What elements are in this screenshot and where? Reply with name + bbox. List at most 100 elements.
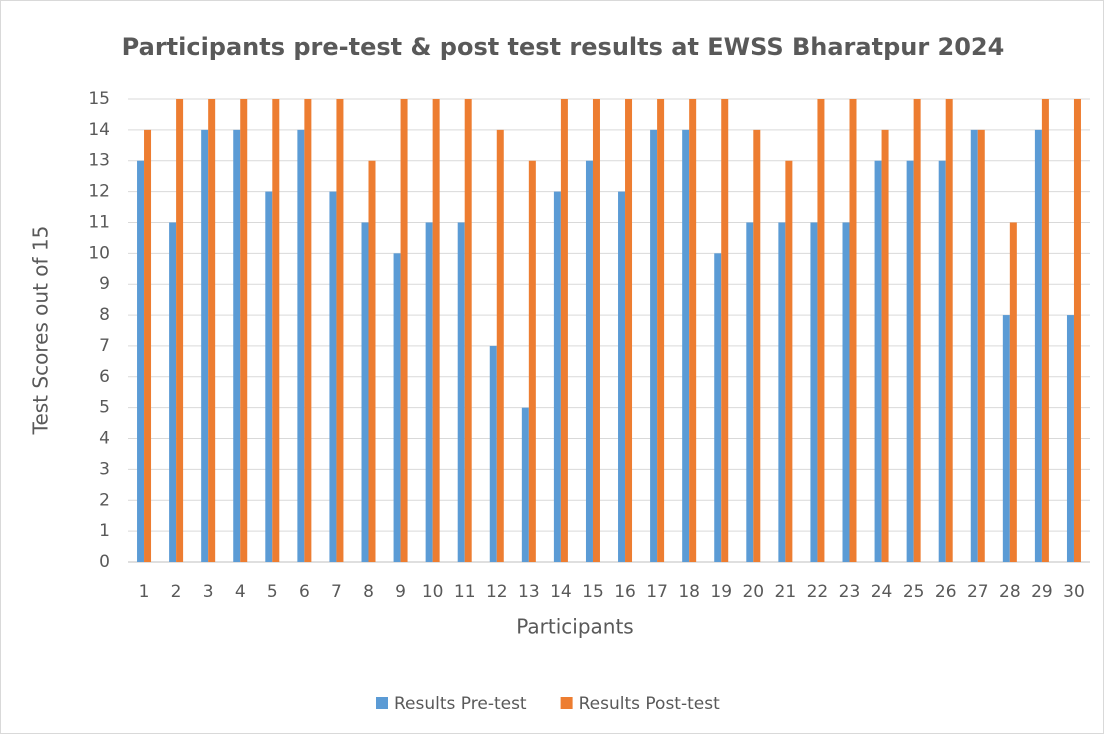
bar xyxy=(746,222,754,562)
x-tick-label: 16 xyxy=(614,582,636,602)
bar xyxy=(625,99,633,562)
bar xyxy=(297,129,305,562)
x-tick-label: 23 xyxy=(839,582,861,602)
y-tick-label: 10 xyxy=(88,243,110,263)
bar xyxy=(881,129,889,562)
bar xyxy=(938,160,946,562)
x-tick-label: 18 xyxy=(678,582,700,602)
bar xyxy=(618,191,626,562)
y-tick-label: 13 xyxy=(88,151,110,171)
x-tick-label: 3 xyxy=(203,582,214,602)
y-tick-label: 0 xyxy=(99,552,110,572)
y-tick-label: 5 xyxy=(99,398,110,418)
bar xyxy=(496,129,504,562)
bar xyxy=(361,222,369,562)
bar xyxy=(1073,99,1081,562)
bar xyxy=(272,99,280,562)
x-tick-label: 9 xyxy=(395,582,406,602)
x-tick-label: 14 xyxy=(550,582,572,602)
y-tick-label: 11 xyxy=(88,212,110,232)
bar xyxy=(464,99,472,562)
y-axis-label: Test Scores out of 15 xyxy=(29,226,53,436)
x-axis-label: Participants xyxy=(516,615,633,639)
x-tick-label: 12 xyxy=(486,582,508,602)
y-tick-label: 3 xyxy=(99,459,110,479)
bar xyxy=(560,99,568,562)
bar xyxy=(457,222,465,562)
bar xyxy=(810,222,818,562)
x-tick-label: 29 xyxy=(1031,582,1053,602)
bar xyxy=(585,160,593,562)
bar xyxy=(368,160,376,562)
x-tick-label: 17 xyxy=(646,582,668,602)
y-tick-label: 7 xyxy=(99,336,110,356)
x-tick-label: 10 xyxy=(422,582,444,602)
bar xyxy=(144,129,152,562)
bar xyxy=(721,99,729,562)
x-tick-label: 4 xyxy=(235,582,246,602)
legend-label: Results Post-test xyxy=(579,694,720,714)
y-tick-label: 4 xyxy=(99,429,110,449)
bar xyxy=(970,129,978,562)
y-tick-label: 8 xyxy=(99,305,110,325)
x-tick-label: 28 xyxy=(999,582,1021,602)
bar xyxy=(657,99,665,562)
bar xyxy=(329,191,337,562)
bar xyxy=(689,99,697,562)
bar xyxy=(592,99,600,562)
x-tick-label: 15 xyxy=(582,582,604,602)
bar xyxy=(304,99,312,562)
bar xyxy=(842,222,850,562)
x-tick-label: 22 xyxy=(807,582,829,602)
bar xyxy=(400,99,408,562)
bar xyxy=(393,253,401,563)
y-tick-label: 1 xyxy=(99,521,110,541)
legend-label: Results Pre-test xyxy=(394,694,527,714)
bar xyxy=(785,160,793,562)
x-tick-label: 27 xyxy=(967,582,989,602)
bar xyxy=(432,99,440,562)
bar xyxy=(1066,315,1074,562)
bar xyxy=(489,345,497,562)
y-tick-label: 9 xyxy=(99,274,110,294)
bar xyxy=(1034,129,1042,562)
y-tick-label: 14 xyxy=(88,120,110,140)
legend-swatch xyxy=(376,697,388,709)
x-tick-label: 11 xyxy=(454,582,476,602)
y-tick-label: 15 xyxy=(88,89,110,109)
bar xyxy=(137,160,145,562)
x-tick-label: 25 xyxy=(903,582,925,602)
y-tick-label: 12 xyxy=(88,182,110,202)
x-tick-label: 24 xyxy=(871,582,893,602)
x-tick-label: 6 xyxy=(299,582,310,602)
bar xyxy=(817,99,825,562)
bar xyxy=(169,222,177,562)
x-tick-label: 30 xyxy=(1063,582,1085,602)
bar xyxy=(240,99,248,562)
x-tick-label: 5 xyxy=(267,582,278,602)
x-tick-label: 1 xyxy=(139,582,150,602)
legend-swatch xyxy=(560,697,573,709)
bar xyxy=(849,99,857,562)
bar xyxy=(650,129,658,562)
bar xyxy=(528,160,536,562)
bar xyxy=(753,129,761,562)
bar xyxy=(913,99,921,562)
x-tick-label: 20 xyxy=(742,582,764,602)
bar xyxy=(714,253,722,563)
bar xyxy=(977,129,985,562)
bar xyxy=(265,191,273,562)
bar xyxy=(201,129,209,562)
bar xyxy=(208,99,216,562)
x-tick-label: 26 xyxy=(935,582,957,602)
bar xyxy=(906,160,914,562)
x-tick-label: 8 xyxy=(363,582,374,602)
bar xyxy=(945,99,953,562)
x-tick-label: 21 xyxy=(775,582,797,602)
bar xyxy=(778,222,786,562)
bar xyxy=(425,222,433,562)
bar xyxy=(176,99,184,562)
bar xyxy=(1009,222,1017,562)
y-tick-label: 6 xyxy=(99,367,110,387)
